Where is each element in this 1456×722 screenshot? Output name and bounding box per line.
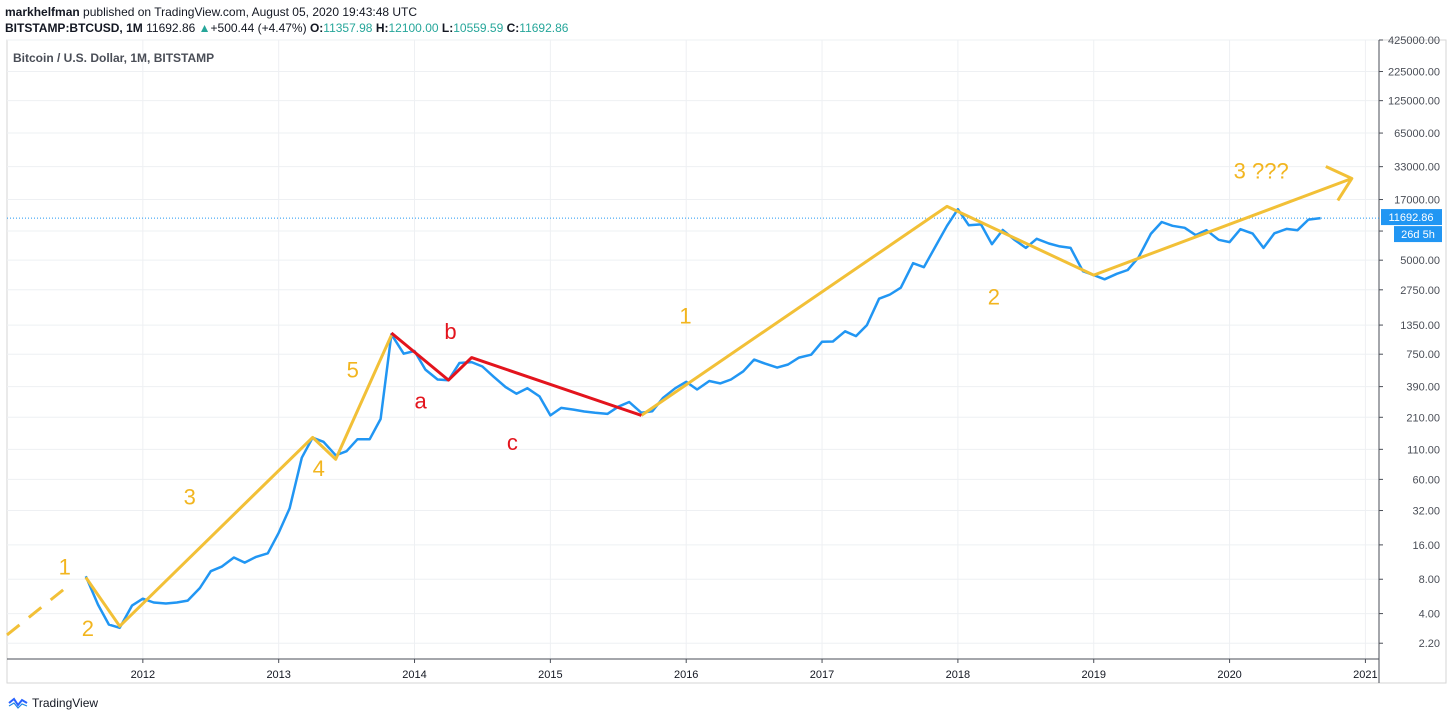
wave-label: 5 xyxy=(347,357,359,382)
x-tick-label: 2014 xyxy=(402,669,426,681)
y-tick-label: 425000.00 xyxy=(1388,35,1440,47)
y-tick-label: 5000.00 xyxy=(1400,255,1440,267)
y-tick-label: 33000.00 xyxy=(1394,162,1440,174)
chart-frame xyxy=(6,39,1447,684)
footer-brand[interactable]: TradingView xyxy=(8,696,98,710)
price-series xyxy=(84,207,1321,630)
x-tick-label: 2013 xyxy=(266,669,290,681)
open-value: 11357.98 xyxy=(323,21,373,35)
x-tick-label: 2017 xyxy=(810,669,834,681)
y-tick-label: 125000.00 xyxy=(1388,96,1440,108)
y-tick-label: 32.00 xyxy=(1412,506,1440,518)
wave-line-yellow xyxy=(84,334,393,628)
y-axis-ticks: 2.20 4.00 8.00 16.00 32.00 60.00 110.00 210.00 3… xyxy=(1379,35,1440,650)
wave-label: 1 xyxy=(679,303,691,328)
publish-text: published on TradingView.com, August 05,… xyxy=(83,5,418,19)
y-tick-label: 1350.00 xyxy=(1400,320,1440,332)
x-tick-label: 2018 xyxy=(946,669,970,681)
y-tick-label: 16.00 xyxy=(1412,540,1440,552)
wave-label: 4 xyxy=(313,456,325,481)
high-label: H: xyxy=(375,21,389,35)
y-tick-label: 8.00 xyxy=(1419,574,1440,586)
x-tick-label: 2012 xyxy=(131,669,155,681)
wave-label: 3 xyxy=(184,485,196,510)
publish-info: markhelfman published on TradingView.com… xyxy=(5,5,417,19)
y-tick-label: 17000.00 xyxy=(1394,195,1440,207)
wave-label: 2 xyxy=(82,616,94,641)
y-tick-label: 390.00 xyxy=(1406,382,1440,394)
symbol-info: BITSTAMP:BTCUSD, 1M 11692.86 ▲+500.44 (+… xyxy=(5,21,568,35)
open-label: O: xyxy=(309,21,324,35)
y-tick-label: 2750.00 xyxy=(1400,285,1440,297)
tradingview-logo-icon xyxy=(8,697,28,709)
author-name: markhelfman xyxy=(5,5,80,19)
wave-label: 3 ??? xyxy=(1234,158,1289,183)
x-tick-label: 2016 xyxy=(674,669,698,681)
y-tick-label: 750.00 xyxy=(1406,349,1440,361)
wave-line-yellow xyxy=(640,177,1353,417)
wave-line-red xyxy=(390,331,642,417)
up-arrow-icon: ▲ xyxy=(198,21,211,35)
wave-label: 1 xyxy=(59,555,71,580)
y-tick-label: 2.20 xyxy=(1419,638,1440,650)
arrow-head xyxy=(1325,165,1354,202)
x-axis-ticks: 2012 2013 2014 2015 2016 2017 2018 2019 2020 2021 xyxy=(131,659,1378,681)
countdown-tag-label: 26d 5h xyxy=(1401,229,1435,241)
countdown-tag xyxy=(1394,226,1442,243)
grid-lines xyxy=(7,39,1379,659)
low-label: L: xyxy=(441,21,454,35)
symbol-name: BITSTAMP:BTCUSD, 1M xyxy=(5,21,143,35)
x-tick-label: 2020 xyxy=(1217,669,1241,681)
y-tick-label: 4.00 xyxy=(1419,609,1440,621)
close-value: 11692.86 xyxy=(519,21,569,35)
price-change: +500.44 (+4.47%) xyxy=(210,21,307,35)
x-tick-label: 2015 xyxy=(538,669,562,681)
x-tick-label: 2021 xyxy=(1353,669,1377,681)
chart-legend: Bitcoin / U.S. Dollar, 1M, BITSTAMP xyxy=(13,51,215,65)
wave-label: 2 xyxy=(988,284,1000,309)
price-line xyxy=(84,207,1321,630)
high-value: 12100.00 xyxy=(388,21,439,35)
current-price-tag xyxy=(1381,209,1442,226)
y-tick-label: 210.00 xyxy=(1406,412,1440,424)
y-tick-label: 65000.00 xyxy=(1394,128,1440,140)
y-tick-label: 225000.00 xyxy=(1388,67,1440,79)
last-price: 11692.86 xyxy=(146,21,196,35)
wave-label: a xyxy=(415,389,428,414)
low-value: 10559.59 xyxy=(453,21,504,35)
x-tick-label: 2019 xyxy=(1081,669,1105,681)
y-tick-label: 110.00 xyxy=(1407,444,1440,456)
wave-label: c xyxy=(507,430,518,455)
wave-dash-yellow xyxy=(6,584,70,637)
price-axis-tags: 11692.86 26d 5h xyxy=(1381,209,1442,243)
wave-label: b xyxy=(444,319,456,344)
close-label: C: xyxy=(506,21,520,35)
wave-annotations: 1 2 3 4 5 a b c 1 2 3 ??? xyxy=(6,158,1354,641)
current-price-tag-label: 11692.86 xyxy=(1388,212,1433,224)
brand-name: TradingView xyxy=(32,696,99,710)
y-tick-label: 60.00 xyxy=(1412,474,1440,486)
